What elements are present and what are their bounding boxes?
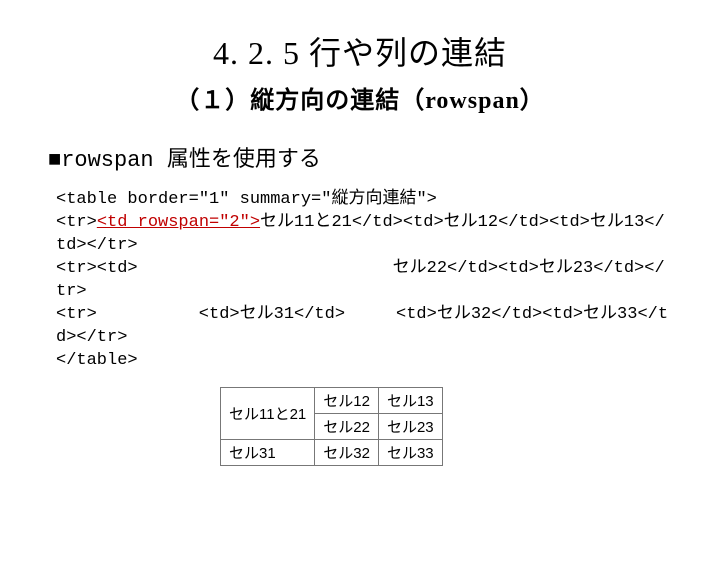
cell-merged: セル11と21 (221, 387, 315, 439)
code-block: <table border="1" summary="縦方向連結"> <tr><… (56, 189, 672, 373)
table-row: セル31 セル32 セル33 (221, 439, 443, 465)
cell-r1c2: セル12 (315, 387, 379, 413)
sample-table: セル11と21 セル12 セル13 セル22 セル23 セル31 セル32 セル… (220, 387, 443, 466)
code-rowspan-highlight: <td rowspan="2"> (97, 213, 260, 232)
code-line-4: <tr> <td>セル31</td> <td>セル32</td><td>セル33… (56, 305, 668, 347)
code-line-5: </table> (56, 351, 138, 370)
sample-table-wrap: セル11と21 セル12 セル13 セル22 セル23 セル31 セル32 セル… (220, 387, 500, 466)
page-subtitle: （１）縦方向の連結（rowspan） (0, 80, 720, 115)
table-row: セル11と21 セル12 セル13 (221, 387, 443, 413)
cell-r2c3: セル23 (378, 413, 442, 439)
code-line-2a: <tr> (56, 213, 97, 232)
section-heading: ■rowspan 属性を使用する (48, 141, 720, 173)
cell-r3c1: セル31 (221, 439, 315, 465)
cell-r1c3: セル13 (378, 387, 442, 413)
cell-r2c2: セル22 (315, 413, 379, 439)
code-line-1: <table border="1" summary="縦方向連結"> (56, 190, 437, 209)
code-line-3: <tr><td> セル22</td><td>セル23</td></tr> (56, 259, 665, 301)
cell-r3c2: セル32 (315, 439, 379, 465)
cell-r3c3: セル33 (378, 439, 442, 465)
page-title: 4. 2. 5 行や列の連結 (0, 28, 720, 74)
